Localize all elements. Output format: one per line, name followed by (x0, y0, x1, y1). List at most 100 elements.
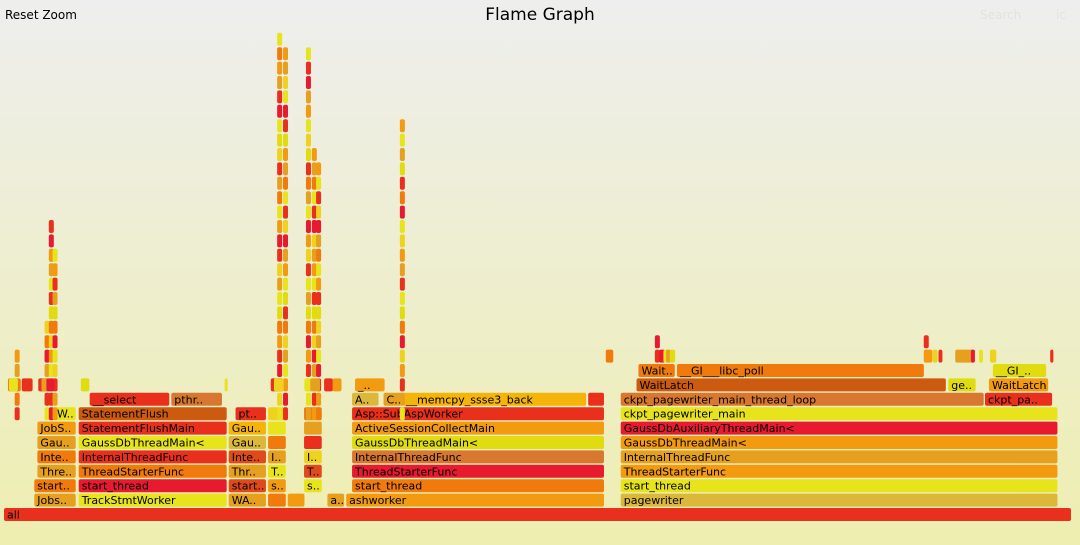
frame-stack-7-0[interactable] (311, 407, 317, 421)
frame-rect-stack-4-17[interactable] (277, 162, 283, 176)
frame-stack-5-11[interactable] (283, 248, 289, 262)
frame-stack-7-14[interactable] (311, 205, 317, 219)
frame-ActiveSessionCollectMain[interactable]: ActiveSessionCollectMain (352, 421, 604, 436)
frame-stack-8-5[interactable] (316, 335, 322, 349)
frame-rect-stack-9-1[interactable] (399, 392, 405, 406)
frame-stack-0-4[interactable] (14, 349, 20, 363)
frame-ckpt_pa[interactable]: ckpt_pa.. (984, 392, 1053, 407)
frame-rect-stack-5-18[interactable] (283, 148, 289, 161)
frame-stack-4-22[interactable] (277, 90, 283, 104)
frame-ThreadStarterFunc_g[interactable]: ThreadStarterFunc (620, 464, 1058, 479)
frame-stack-3-9[interactable] (52, 277, 58, 291)
frame-rect-ckpt_pa[interactable] (984, 392, 1053, 406)
frame-rect-tiny-5[interactable] (46, 378, 55, 392)
frame-rect-tiny-23[interactable] (970, 349, 975, 363)
frame-rect-start_thread_a[interactable] (34, 479, 76, 493)
frame-rect-stack-4-19[interactable] (277, 133, 283, 147)
frame-stack-4-26[interactable] (277, 32, 283, 46)
frame-rect-C[interactable] (383, 392, 402, 406)
frame-a[interactable]: a.. (327, 493, 345, 508)
frame-rect-stack-5-0[interactable] (283, 407, 289, 421)
frame-rect-stack-8-4[interactable] (316, 349, 322, 363)
frame-stack-4-15[interactable] (277, 191, 283, 205)
frame-stack-6-20[interactable] (305, 119, 311, 133)
frame-stack-4-17[interactable] (277, 162, 283, 176)
frame-stack-7-6[interactable] (311, 320, 317, 334)
frame-stack-6-22[interactable] (305, 90, 311, 104)
frame-stack-5-9[interactable] (283, 277, 289, 291)
frame-rect-stack-6-22[interactable] (305, 90, 311, 104)
frame-rect-pt[interactable] (235, 407, 266, 421)
frame-InternalThreadFunc_d[interactable]: I.. (268, 450, 286, 464)
frame-tiny-14[interactable] (605, 349, 614, 363)
frame-stack-7-16[interactable] (311, 176, 317, 190)
frame-tiny-12[interactable] (324, 378, 333, 392)
frame-JobScheduleWorker[interactable]: Jobs.. (34, 493, 76, 508)
frame-rect-stack-6-20[interactable] (305, 119, 311, 133)
frame-stack-6-21[interactable] (305, 104, 311, 118)
frame-stack-8-7[interactable] (316, 306, 322, 320)
frame-stack-5-10[interactable] (283, 263, 289, 277)
frame-tiny-1[interactable] (21, 378, 33, 392)
frame-rect-GaussDbThreadMain_b[interactable] (78, 436, 227, 449)
frame-stack-5-2[interactable] (283, 378, 289, 392)
frame-stack-0-1[interactable] (14, 392, 20, 406)
frame-stack-4-8[interactable] (277, 292, 283, 305)
frame-rect-stack-7-1[interactable] (311, 392, 317, 406)
frame-d8_red[interactable] (588, 392, 604, 406)
frame-start_thread_f[interactable]: start_thread (352, 479, 604, 493)
frame-ThreadStarterFunc_e[interactable]: T.. (304, 464, 322, 479)
frame-rect-tiny-9[interactable] (273, 378, 284, 392)
frame-rect-stack-7-17[interactable] (311, 162, 317, 176)
frame-rect-stack-7-12[interactable] (311, 234, 317, 248)
frame-rect-stack-4-16[interactable] (277, 176, 283, 190)
frame-tiny-20[interactable] (932, 349, 938, 363)
frame-rect-Wait[interactable] (638, 364, 675, 377)
frame-GaussDbThreadMain_c[interactable]: Gau.. (228, 436, 266, 450)
frame-rect-ThreadStarterFunc_g[interactable] (620, 464, 1058, 478)
frame-rect-stack-6-12[interactable] (305, 234, 311, 248)
frame-stack-6-18[interactable] (305, 148, 311, 161)
frame-rect-stack-6-14[interactable] (305, 205, 311, 219)
frame-stack-1-0[interactable] (44, 407, 50, 421)
frame-stack-8-3[interactable] (316, 364, 322, 377)
frame-rect-tiny-26[interactable] (1050, 349, 1054, 363)
frame-rect-stack-5-20[interactable] (283, 119, 289, 133)
frame-stack-9-19[interactable] (399, 133, 405, 147)
frame-rect-pagewriter[interactable] (620, 493, 1058, 507)
frame-rect-stack-9-7[interactable] (399, 306, 405, 320)
frame-stack-6-4[interactable] (305, 349, 311, 363)
frame-C[interactable]: C.. (383, 392, 402, 407)
frame-rect-stack-6-21[interactable] (305, 104, 311, 118)
frame-InternalThreadFunc_c[interactable]: Inte.. (228, 450, 266, 464)
frame-stack-3-11[interactable] (52, 248, 58, 262)
frame-stack-6-9[interactable] (305, 277, 311, 291)
frame-tiny-25[interactable] (989, 349, 997, 363)
frame-rect-stack-6-11[interactable] (305, 248, 311, 262)
frame-rect-stack-8-12[interactable] (316, 234, 322, 248)
frame-stack-8-11[interactable] (316, 248, 322, 262)
frame-rect-d6_s[interactable] (268, 421, 286, 435)
frame-start_thread_c[interactable]: start.. (228, 479, 266, 493)
frame-stack-7-15[interactable] (311, 191, 317, 205)
frame-rect-tiny-11[interactable] (310, 378, 321, 392)
frame-stack-7-8[interactable] (311, 292, 317, 305)
frame-rect-stack-4-13[interactable] (277, 220, 283, 233)
frame-stack-6-16[interactable] (305, 176, 311, 190)
frame-stack-9-1[interactable] (399, 392, 405, 406)
frame-rect-stack-5-17[interactable] (283, 162, 289, 176)
frame-stack-8-10[interactable] (316, 263, 322, 277)
frame-stack-6-12[interactable] (305, 234, 311, 248)
frame-rect-stack-8-13[interactable] (316, 220, 322, 233)
frame-rect-GaussDbThreadMain_e[interactable] (304, 436, 322, 449)
frame-rect-InternalThreadFunc_a[interactable] (37, 450, 76, 464)
frame-stack-10-0[interactable] (654, 349, 660, 363)
frame-stack-4-1[interactable] (277, 392, 283, 406)
frame-stack-4-14[interactable] (277, 205, 283, 219)
frame-rect-stack-6-10[interactable] (305, 263, 311, 277)
frame-stack-6-10[interactable] (305, 263, 311, 277)
frame-rect-stack-8-7[interactable] (316, 306, 322, 320)
frame-rect-stack-8-1[interactable] (316, 392, 322, 406)
frame-rect-tiny-24[interactable] (979, 349, 983, 363)
frame-stack-9-17[interactable] (399, 162, 405, 176)
